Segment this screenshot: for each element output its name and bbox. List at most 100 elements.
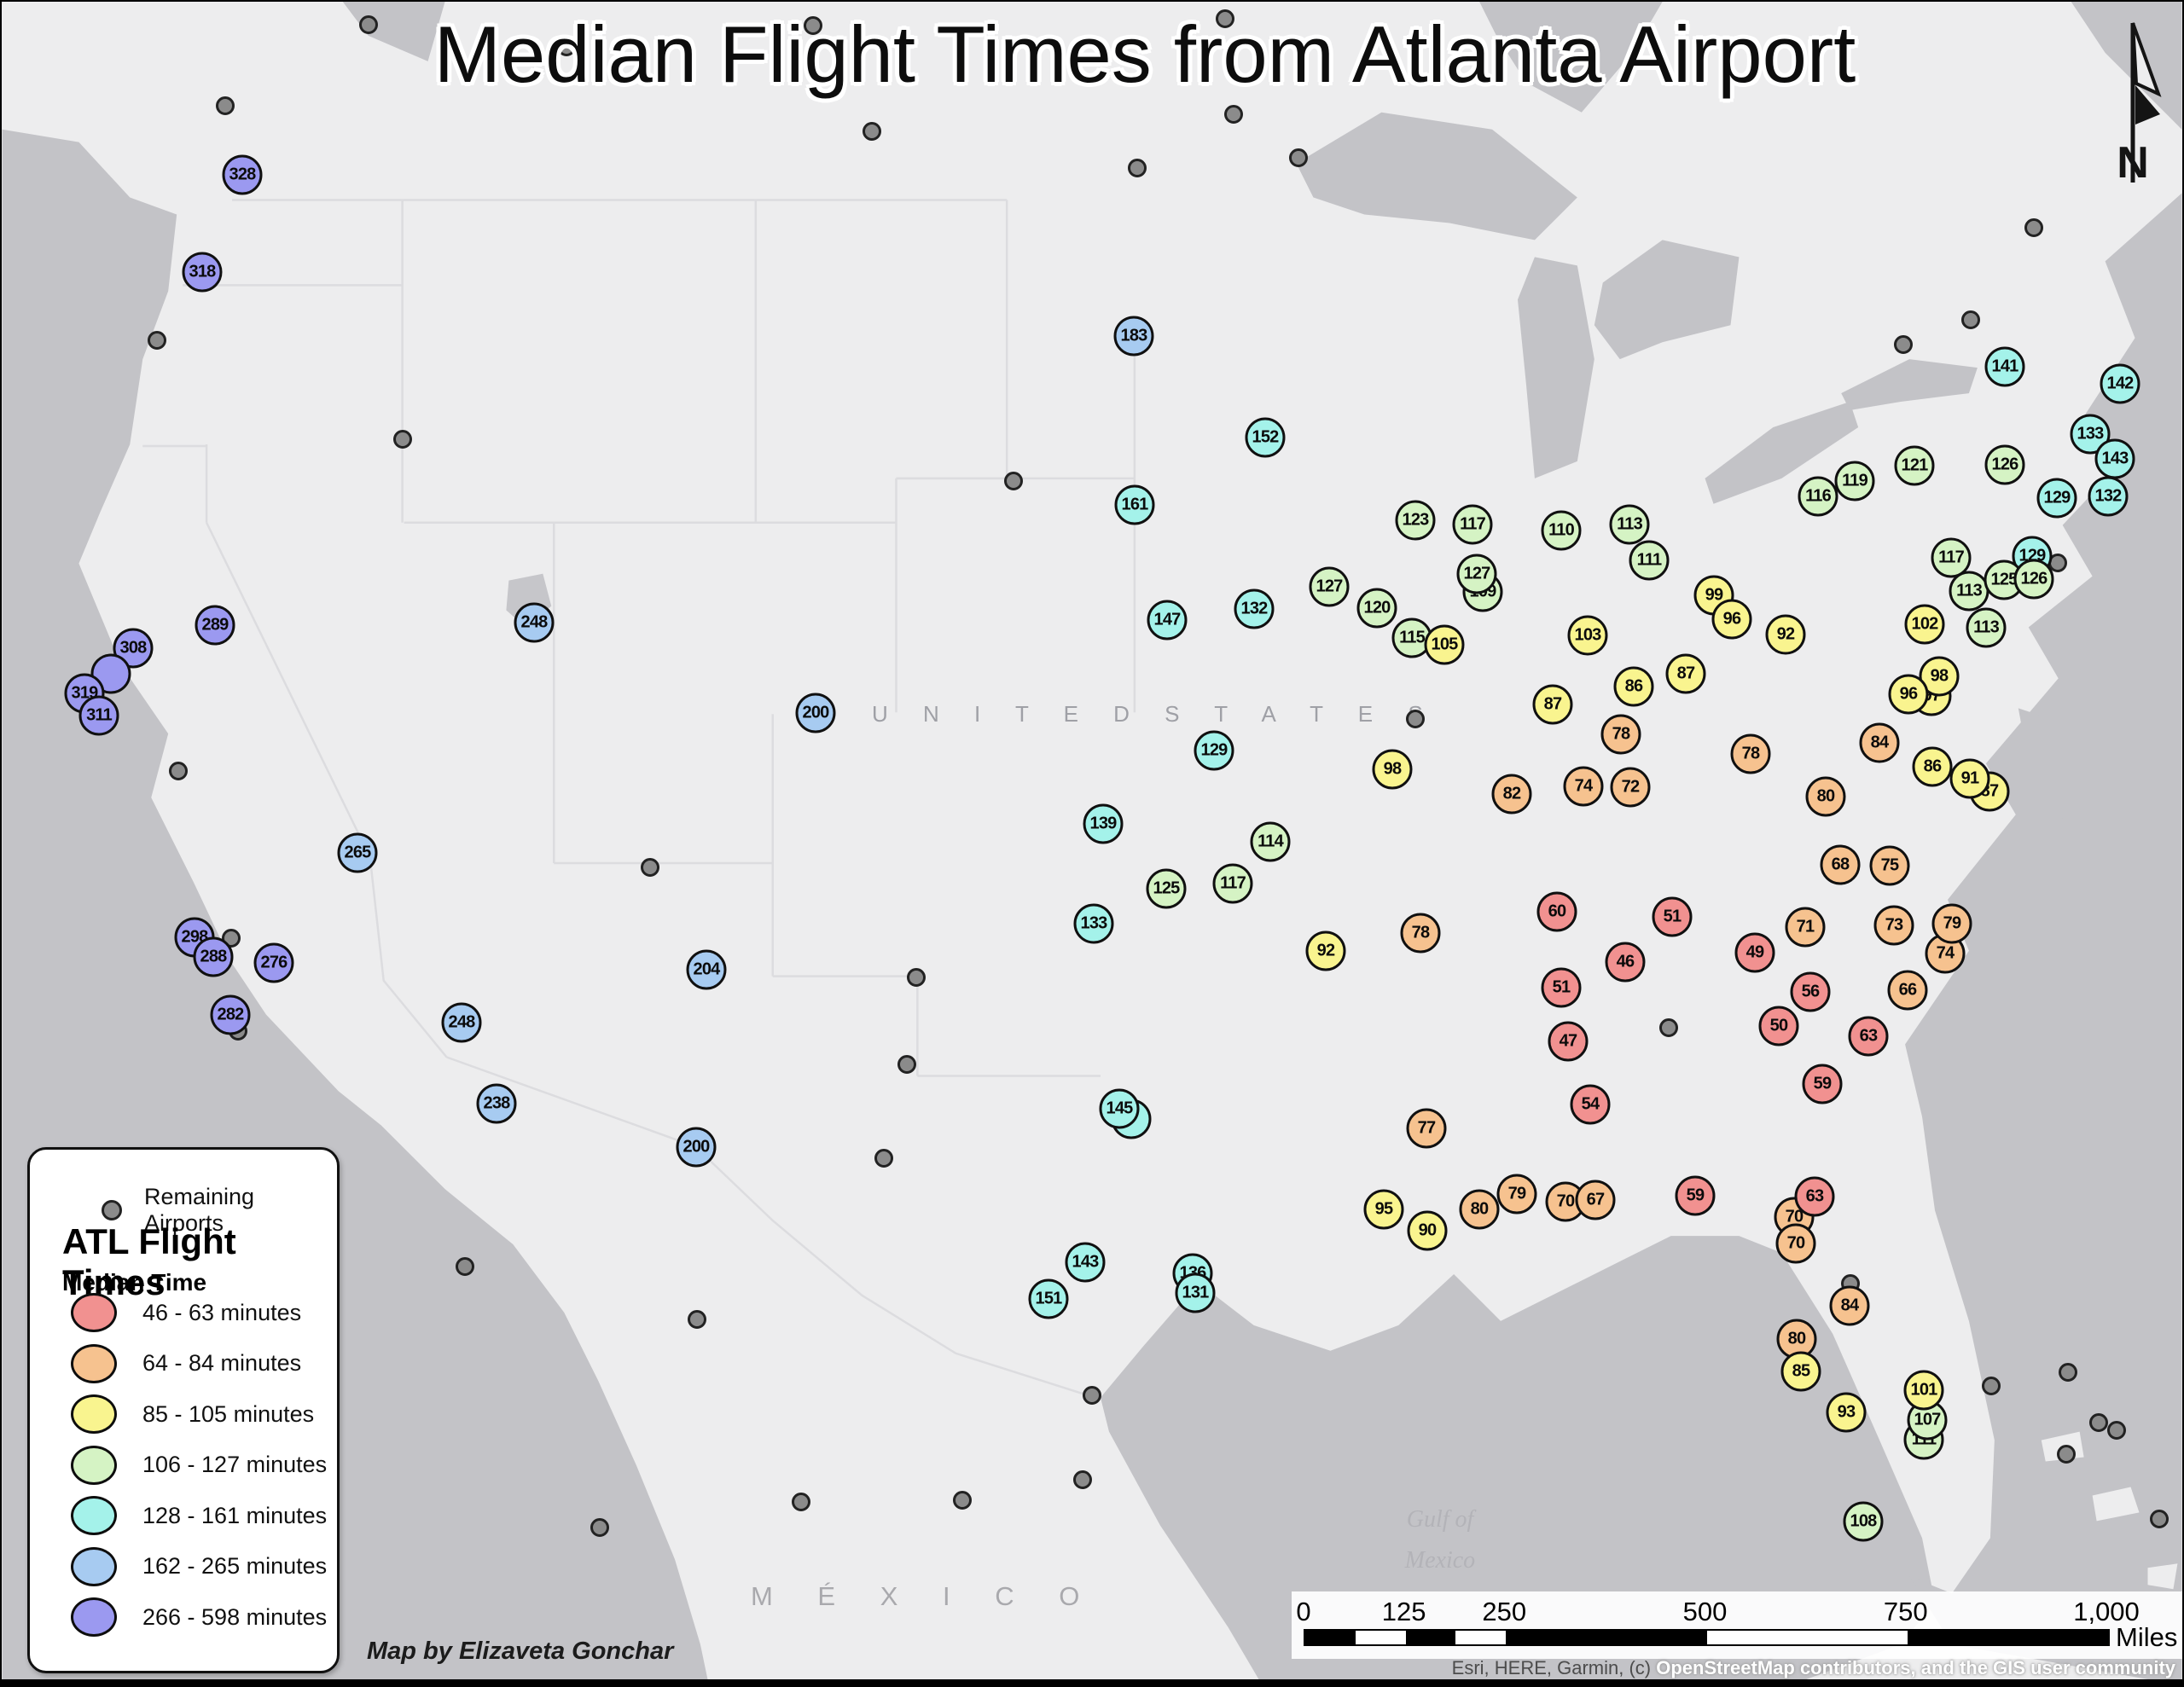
airport-flight-time-marker[interactable]: 79 bbox=[1931, 903, 1972, 944]
airport-flight-time-marker[interactable]: 50 bbox=[1758, 1006, 1799, 1046]
airport-flight-time-marker[interactable]: 66 bbox=[1887, 970, 1928, 1011]
airport-flight-time-marker[interactable]: 59 bbox=[1802, 1064, 1843, 1104]
airport-flight-time-marker[interactable]: 96 bbox=[1711, 599, 1752, 640]
airport-flight-time-marker[interactable]: 73 bbox=[1873, 905, 1914, 946]
airport-flight-time-marker[interactable]: 126 bbox=[2013, 559, 2054, 600]
airport-flight-time-marker[interactable]: 133 bbox=[2070, 414, 2111, 455]
airport-flight-time-marker[interactable]: 116 bbox=[1798, 476, 1838, 517]
airport-flight-time-marker[interactable]: 93 bbox=[1826, 1392, 1867, 1433]
airport-flight-time-marker[interactable]: 289 bbox=[195, 605, 235, 646]
airport-flight-time-marker[interactable]: 92 bbox=[1305, 930, 1346, 971]
airport-flight-time-marker[interactable]: 63 bbox=[1794, 1176, 1835, 1217]
airport-flight-time-marker[interactable]: 82 bbox=[1491, 774, 1532, 815]
airport-flight-time-marker[interactable]: 75 bbox=[1869, 845, 1910, 886]
airport-flight-time-marker[interactable]: 318 bbox=[182, 252, 223, 293]
airport-flight-time-marker[interactable]: 91 bbox=[1949, 758, 1990, 799]
airport-flight-time-marker[interactable]: 90 bbox=[1407, 1210, 1448, 1251]
airport-flight-time-marker[interactable]: 107 bbox=[1907, 1400, 1948, 1441]
airport-flight-time-marker[interactable]: 132 bbox=[1234, 588, 1275, 629]
airport-flight-time-marker[interactable]: 126 bbox=[1984, 444, 2025, 485]
airport-flight-time-marker[interactable]: 70 bbox=[1775, 1223, 1816, 1264]
airport-flight-time-marker[interactable]: 68 bbox=[1820, 844, 1861, 885]
airport-flight-time-marker[interactable]: 98 bbox=[1919, 656, 1960, 697]
airport-flight-time-marker[interactable]: 265 bbox=[337, 832, 378, 873]
airport-flight-time-marker[interactable]: 92 bbox=[1765, 614, 1806, 655]
airport-flight-time-marker[interactable]: 129 bbox=[1194, 730, 1234, 771]
airport-flight-time-marker[interactable]: 311 bbox=[78, 695, 119, 736]
airport-flight-time-marker[interactable]: 63 bbox=[1848, 1016, 1889, 1057]
airport-flight-time-marker[interactable]: 248 bbox=[441, 1002, 482, 1043]
airport-flight-time-marker[interactable]: 125 bbox=[1146, 868, 1187, 909]
airport-flight-time-marker[interactable]: 110 bbox=[1541, 510, 1582, 551]
airport-flight-time-marker[interactable]: 121 bbox=[1894, 445, 1935, 486]
airport-flight-time-marker[interactable]: 141 bbox=[1984, 346, 2025, 387]
airport-flight-time-marker[interactable]: 288 bbox=[193, 936, 234, 977]
airport-flight-time-marker[interactable]: 183 bbox=[1113, 316, 1154, 357]
airport-flight-time-marker[interactable]: 46 bbox=[1605, 942, 1646, 983]
airport-flight-time-marker[interactable]: 105 bbox=[1424, 624, 1465, 665]
airport-flight-time-marker[interactable]: 77 bbox=[1406, 1108, 1447, 1149]
airport-flight-time-marker[interactable]: 96 bbox=[1888, 674, 1929, 715]
airport-flight-time-marker[interactable]: 85 bbox=[1780, 1351, 1821, 1392]
airport-flight-time-marker[interactable]: 47 bbox=[1548, 1021, 1589, 1062]
airport-flight-time-marker[interactable]: 71 bbox=[1785, 907, 1826, 948]
airport-flight-time-marker[interactable]: 117 bbox=[1212, 863, 1253, 904]
airport-flight-time-marker[interactable]: 60 bbox=[1536, 891, 1577, 932]
airport-flight-time-marker[interactable]: 133 bbox=[1073, 903, 1114, 944]
airport-flight-time-marker[interactable]: 72 bbox=[1610, 767, 1651, 808]
airport-flight-time-marker[interactable]: 102 bbox=[1904, 604, 1945, 645]
airport-flight-time-marker[interactable]: 80 bbox=[1805, 776, 1846, 817]
airport-flight-time-marker[interactable]: 120 bbox=[1356, 588, 1397, 629]
airport-flight-time-marker[interactable]: 238 bbox=[476, 1083, 517, 1124]
airport-flight-time-marker[interactable]: 200 bbox=[676, 1127, 717, 1168]
airport-flight-time-marker[interactable]: 139 bbox=[1083, 803, 1124, 844]
airport-flight-time-marker[interactable]: 204 bbox=[686, 949, 727, 990]
airport-flight-time-marker[interactable]: 79 bbox=[1496, 1174, 1537, 1215]
airport-flight-time-marker[interactable]: 113 bbox=[1966, 607, 2007, 648]
airport-flight-time-marker[interactable]: 282 bbox=[210, 994, 251, 1035]
airport-flight-time-marker[interactable]: 51 bbox=[1541, 967, 1582, 1008]
airport-flight-time-marker[interactable]: 123 bbox=[1395, 500, 1436, 541]
airport-flight-time-marker[interactable]: 59 bbox=[1675, 1175, 1716, 1216]
airport-flight-time-marker[interactable]: 129 bbox=[2036, 478, 2077, 519]
airport-flight-time-marker[interactable]: 80 bbox=[1459, 1189, 1500, 1230]
airport-flight-time-marker[interactable]: 84 bbox=[1859, 722, 1900, 763]
airport-flight-time-marker[interactable]: 143 bbox=[1065, 1242, 1106, 1283]
airport-flight-time-marker[interactable]: 145 bbox=[1099, 1088, 1140, 1129]
airport-flight-time-marker[interactable]: 119 bbox=[1834, 461, 1875, 501]
airport-flight-time-marker[interactable]: 127 bbox=[1309, 566, 1350, 607]
airport-flight-time-marker[interactable]: 84 bbox=[1829, 1285, 1870, 1326]
airport-flight-time-marker[interactable]: 56 bbox=[1790, 971, 1831, 1012]
airport-flight-time-marker[interactable]: 113 bbox=[1609, 504, 1650, 545]
airport-flight-time-marker[interactable]: 248 bbox=[514, 602, 555, 643]
airport-flight-time-marker[interactable]: 117 bbox=[1452, 504, 1493, 545]
airport-flight-time-marker[interactable]: 113 bbox=[1949, 571, 1989, 612]
airport-flight-time-marker[interactable]: 114 bbox=[1250, 821, 1291, 862]
airport-flight-time-marker[interactable]: 98 bbox=[1372, 749, 1413, 790]
airport-flight-time-marker[interactable]: 328 bbox=[222, 154, 263, 195]
airport-flight-time-marker[interactable]: 111 bbox=[1629, 540, 1670, 581]
airport-flight-time-marker[interactable]: 86 bbox=[1912, 746, 1953, 787]
airport-flight-time-marker[interactable]: 147 bbox=[1147, 600, 1188, 641]
airport-flight-time-marker[interactable]: 49 bbox=[1734, 932, 1775, 973]
airport-flight-time-marker[interactable]: 51 bbox=[1652, 896, 1693, 937]
airport-flight-time-marker[interactable]: 161 bbox=[1114, 484, 1155, 525]
airport-flight-time-marker[interactable]: 142 bbox=[2100, 363, 2140, 404]
airport-flight-time-marker[interactable]: 87 bbox=[1665, 653, 1706, 694]
airport-flight-time-marker[interactable]: 78 bbox=[1600, 714, 1641, 755]
airport-flight-time-marker[interactable]: 131 bbox=[1175, 1272, 1216, 1313]
airport-flight-time-marker[interactable]: 200 bbox=[795, 693, 836, 733]
airport-flight-time-marker[interactable]: 308 bbox=[113, 628, 154, 669]
airport-flight-time-marker[interactable]: 87 bbox=[1532, 684, 1573, 725]
airport-flight-time-marker[interactable]: 132 bbox=[2088, 476, 2129, 517]
airport-flight-time-marker[interactable]: 151 bbox=[1028, 1278, 1069, 1319]
airport-flight-time-marker[interactable]: 78 bbox=[1400, 913, 1441, 954]
airport-flight-time-marker[interactable]: 103 bbox=[1567, 615, 1608, 656]
airport-flight-time-marker[interactable]: 54 bbox=[1570, 1084, 1611, 1125]
airport-flight-time-marker[interactable]: 74 bbox=[1563, 766, 1604, 807]
airport-flight-time-marker[interactable]: 117 bbox=[1931, 537, 1972, 578]
airport-flight-time-marker[interactable]: 127 bbox=[1456, 554, 1497, 594]
airport-flight-time-marker[interactable]: 108 bbox=[1843, 1501, 1884, 1542]
airport-flight-time-marker[interactable]: 86 bbox=[1613, 666, 1654, 707]
airport-flight-time-marker[interactable]: 78 bbox=[1730, 733, 1771, 774]
